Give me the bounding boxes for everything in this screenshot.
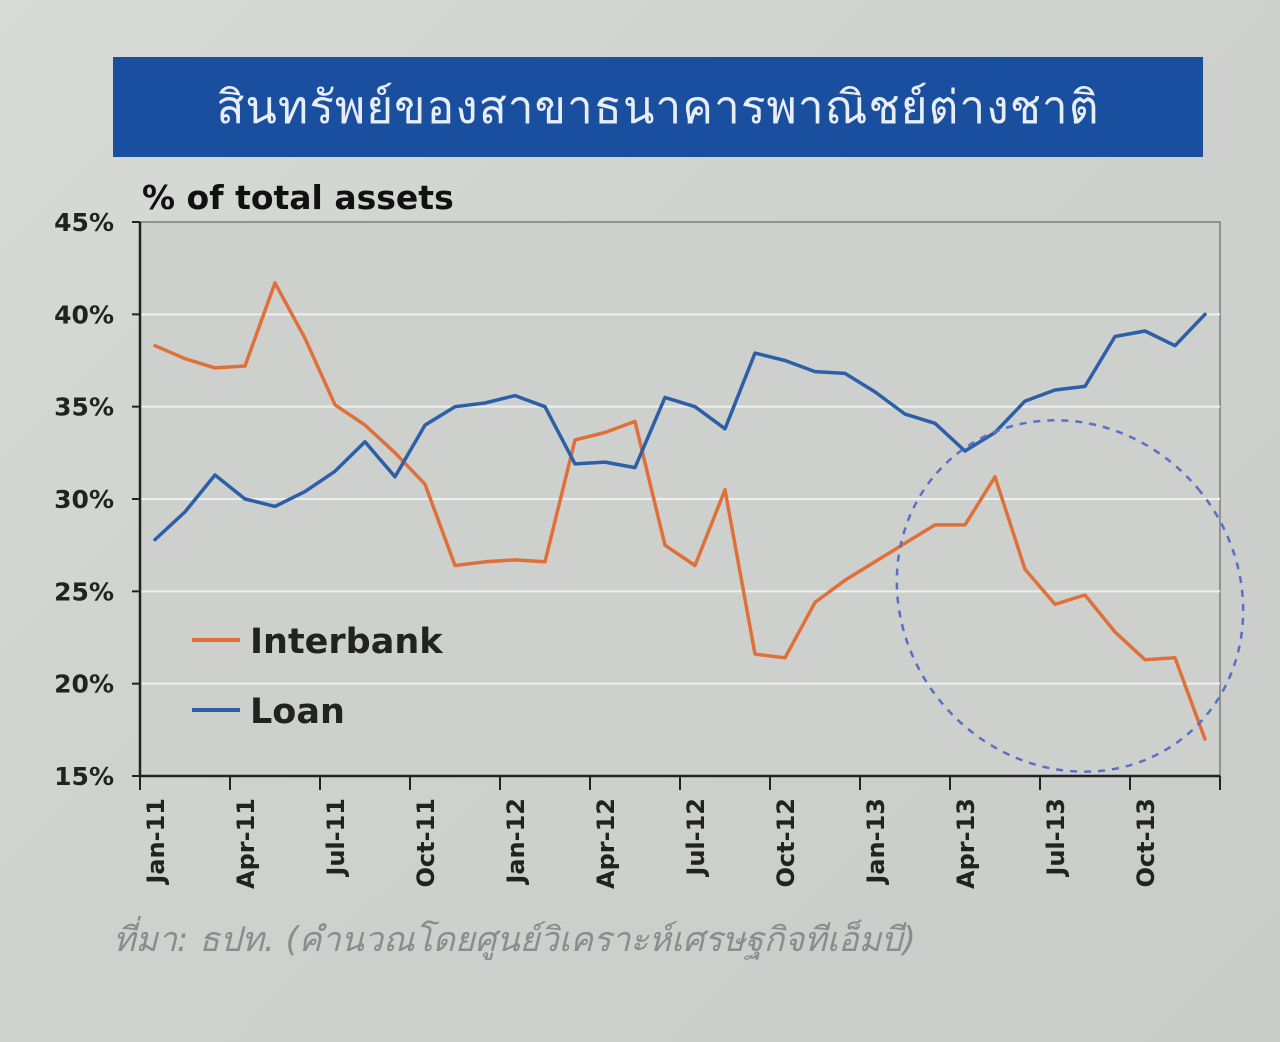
y-tick-label: 40%	[54, 300, 114, 329]
x-tick-label: Jan-13	[862, 798, 890, 886]
x-tick-label: Apr-12	[592, 798, 620, 889]
x-tick-label: Apr-13	[952, 798, 980, 889]
y-tick-label: 25%	[54, 577, 114, 606]
x-tick-label: Jul-11	[322, 798, 350, 878]
x-tick-label: Jul-12	[682, 798, 710, 878]
x-tick-label: Jul-13	[1042, 798, 1070, 878]
y-axis-label: % of total assets	[142, 178, 454, 217]
y-tick-label: 45%	[54, 208, 114, 237]
x-tick-label: Oct-11	[412, 798, 440, 887]
highlight-ellipse	[895, 418, 1245, 773]
y-tick-label: 15%	[54, 762, 114, 791]
y-tick-label: 20%	[54, 670, 114, 699]
legend-label-loan: Loan	[250, 692, 345, 732]
source-note: ที่มา: ธปท. (คำนวณโดยศูนย์วิเคราะห์เศรษฐ…	[113, 920, 916, 960]
legend-label-interbank: Interbank	[250, 622, 443, 662]
title-banner: สินทรัพย์ของสาขาธนาคารพาณิชย์ต่างชาติ	[113, 57, 1203, 157]
x-tick-label: Apr-11	[232, 798, 260, 889]
y-tick-label: 30%	[54, 485, 114, 514]
chart-title: สินทรัพย์ของสาขาธนาคารพาณิชย์ต่างชาติ	[216, 79, 1100, 134]
series-line-interbank	[153, 281, 1207, 741]
series-line-loan	[153, 312, 1207, 542]
x-tick-label: Jan-12	[502, 798, 530, 886]
y-tick-label: 35%	[54, 393, 114, 422]
x-tick-label: Oct-13	[1132, 798, 1160, 887]
x-tick-label: Jan-11	[142, 798, 170, 886]
x-tick-label: Oct-12	[772, 798, 800, 887]
